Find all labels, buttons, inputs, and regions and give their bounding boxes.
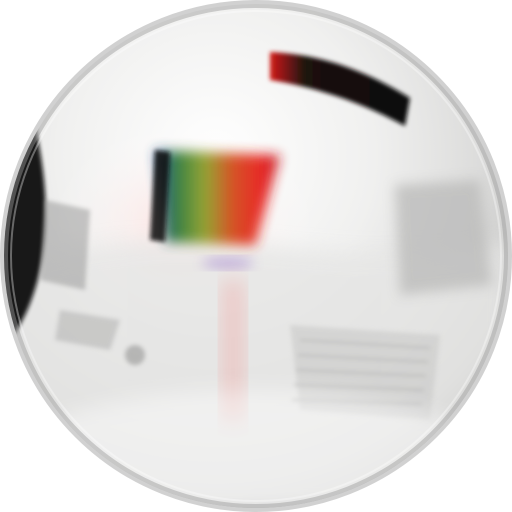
- left-clutter-reflection: [40, 200, 145, 365]
- rainbow-panel-dark-edge: [150, 150, 170, 242]
- right-gray-panel-reflection: [395, 180, 492, 295]
- rainbow-panel-reflection: [155, 150, 280, 245]
- red-vertical-streak: [222, 280, 244, 420]
- purple-glint: [202, 257, 254, 269]
- bottom-haze: [4, 390, 508, 508]
- top-dark-bar-reflection: [270, 52, 410, 126]
- sphere-reflections: [4, 40, 508, 508]
- sphere-inner-rim-highlight: [10, 10, 502, 502]
